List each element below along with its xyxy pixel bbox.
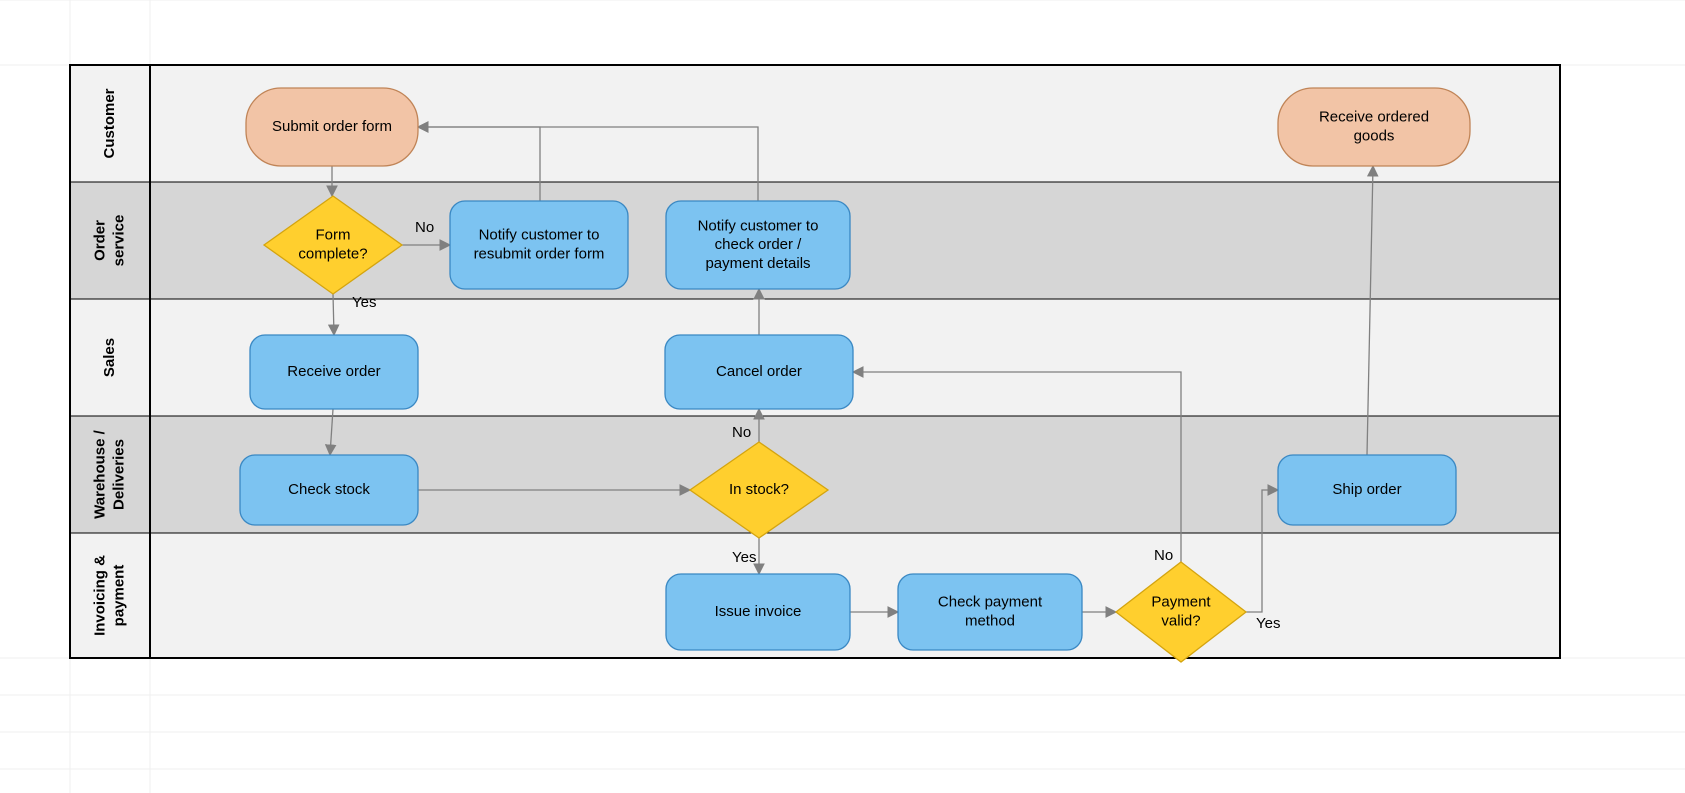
edge-label: No — [732, 424, 751, 441]
lane-label: Sales — [101, 338, 118, 377]
svg-text:Sales: Sales — [101, 338, 118, 377]
svg-text:Ship order: Ship order — [1332, 481, 1401, 498]
node-receive_g: Receive orderedgoods — [1278, 88, 1470, 166]
svg-text:Notify customer toresubmit ord: Notify customer toresubmit order form — [474, 227, 605, 263]
node-notify1: Notify customer toresubmit order form — [450, 201, 628, 289]
svg-text:Warehouse /Deliveries: Warehouse /Deliveries — [92, 429, 128, 518]
node-invoice: Issue invoice — [666, 574, 850, 650]
lane-body — [150, 533, 1560, 658]
edge-label: Yes — [732, 549, 756, 566]
svg-text:Cancel order: Cancel order — [716, 363, 802, 380]
svg-text:Invoicing &payment: Invoicing &payment — [92, 555, 128, 636]
lane-label: Orderservice — [92, 215, 128, 267]
svg-text:Receive order: Receive order — [287, 363, 380, 380]
svg-text:In stock?: In stock? — [729, 481, 789, 498]
node-chkstock: Check stock — [240, 455, 418, 525]
edge-label: No — [415, 219, 434, 236]
svg-text:Issue invoice: Issue invoice — [715, 603, 802, 620]
svg-text:Orderservice: Orderservice — [92, 215, 128, 267]
node-submit: Submit order form — [246, 88, 418, 166]
lane-label: Invoicing &payment — [92, 555, 128, 636]
node-recvord: Receive order — [250, 335, 418, 409]
node-notify2: Notify customer tocheck order /payment d… — [666, 201, 850, 289]
svg-text:Notify customer tocheck order: Notify customer tocheck order /payment d… — [698, 217, 819, 272]
edge-label: Yes — [352, 294, 376, 311]
edge-label: No — [1154, 547, 1173, 564]
svg-text:Submit order form: Submit order form — [272, 118, 392, 135]
lane-label: Warehouse /Deliveries — [92, 429, 128, 518]
edge-label: Yes — [1256, 615, 1280, 632]
node-ship: Ship order — [1278, 455, 1456, 525]
lane-label: Customer — [101, 88, 118, 158]
node-cancel: Cancel order — [665, 335, 853, 409]
node-chkpay: Check paymentmethod — [898, 574, 1082, 650]
svg-text:Check stock: Check stock — [288, 481, 370, 498]
svg-text:Customer: Customer — [101, 88, 118, 158]
